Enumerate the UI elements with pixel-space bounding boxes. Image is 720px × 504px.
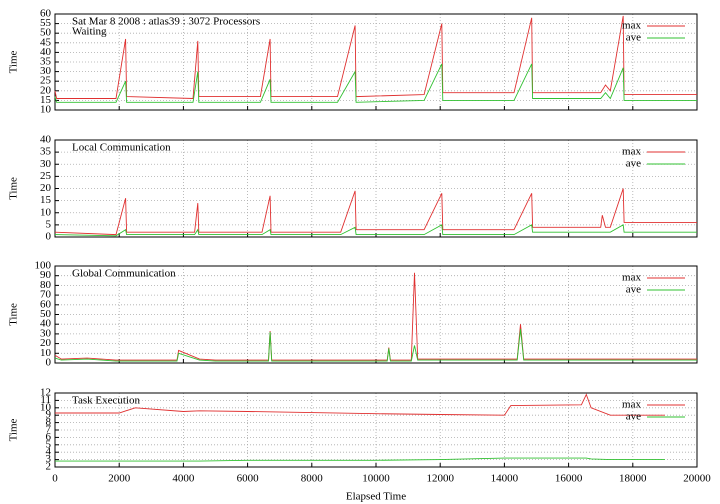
y-tick-label: 10 [40,104,52,116]
y-axis-label: Time [8,177,20,200]
y-tick-label: 35 [40,146,52,158]
y-tick-label: 60 [40,8,52,20]
y-axis-label: Time [8,303,20,326]
y-tick-label: 0 [46,357,52,369]
y-tick-label: 15 [40,194,52,206]
y-tick-label: 20 [40,84,52,96]
series-line [54,329,697,362]
y-tick-label: 11 [40,394,51,406]
y-tick-label: 30 [40,158,52,170]
plot-frame [54,139,698,238]
y-tick-label: 10 [40,401,52,413]
legend-label: max [622,272,641,284]
y-tick-label: 8 [46,416,52,428]
x-tick-label: 0 [52,473,58,485]
y-tick-label: 40 [40,318,52,330]
y-tick-label: 30 [40,327,52,339]
x-tick-label: 16000 [555,473,583,485]
x-tick-label: 18000 [619,473,647,485]
y-tick-label: 20 [40,337,52,349]
y-tick-label: 25 [40,75,52,87]
legend-label: ave [626,158,641,170]
y-axis-label: Time [8,418,20,441]
y-tick-label: 7 [46,424,52,436]
y-tick-label: 5 [46,218,52,230]
y-tick-label: 100 [35,260,52,272]
y-tick-label: 45 [40,36,52,48]
series-line [54,63,697,103]
x-tick-label: 14000 [491,473,519,485]
y-axis-label: Time [8,50,20,73]
y-tick-label: 5 [46,438,52,450]
legend-label: max [622,20,641,32]
chart-title: Sat Mar 8 2008 : atlas39 : 3072 Processo… [72,16,260,28]
y-tick-label: 3 [46,453,52,465]
series-line [54,188,697,236]
legend-label: ave [626,284,641,296]
x-tick-label: 10000 [362,473,390,485]
y-tick-label: 50 [40,308,52,320]
y-tick-label: 30 [40,65,52,77]
y-tick-label: 35 [40,56,52,68]
y-tick-label: 10 [40,347,52,359]
x-tick-label: 6000 [237,473,260,485]
chart-title: Global Communication [72,268,176,280]
y-tick-label: 80 [40,279,52,291]
legend-label: max [622,399,641,411]
plot-frame [54,265,698,364]
y-tick-label: 0 [46,231,52,243]
chart-title: Task Execution [72,395,140,407]
plot-frame [54,392,698,468]
y-tick-label: 60 [40,298,52,310]
y-tick-label: 50 [40,27,52,39]
legend-label: ave [626,411,641,423]
y-tick-label: 4 [46,446,52,458]
x-tick-label: 12000 [426,473,454,485]
y-tick-label: 55 [40,17,52,29]
y-tick-label: 2 [46,461,52,473]
y-tick-label: 15 [40,94,52,106]
y-tick-label: 40 [40,46,52,58]
y-tick-label: 25 [40,170,52,182]
series-line [55,457,665,462]
y-tick-label: 70 [40,289,52,301]
x-tick-label: 20000 [683,473,711,485]
series-line [55,393,665,416]
x-tick-label: 2000 [108,473,131,485]
plot-frame [54,13,698,111]
legend-label: ave [626,32,641,44]
x-tick-label: 4000 [172,473,195,485]
y-tick-label: 40 [40,134,52,146]
x-tick-label: 8000 [301,473,324,485]
y-tick-label: 90 [40,269,52,281]
y-tick-label: 12 [40,387,51,399]
y-tick-label: 6 [46,431,52,443]
y-tick-label: 9 [46,409,52,421]
series-line [54,15,697,99]
chart-subtitle: Waiting [72,26,107,38]
y-tick-label: 10 [40,206,52,218]
chart-title: Local Communication [72,142,171,154]
series-line [54,224,697,237]
y-tick-label: 20 [40,182,52,194]
x-axis-label: Elapsed Time [346,491,406,503]
legend-label: max [622,146,641,158]
